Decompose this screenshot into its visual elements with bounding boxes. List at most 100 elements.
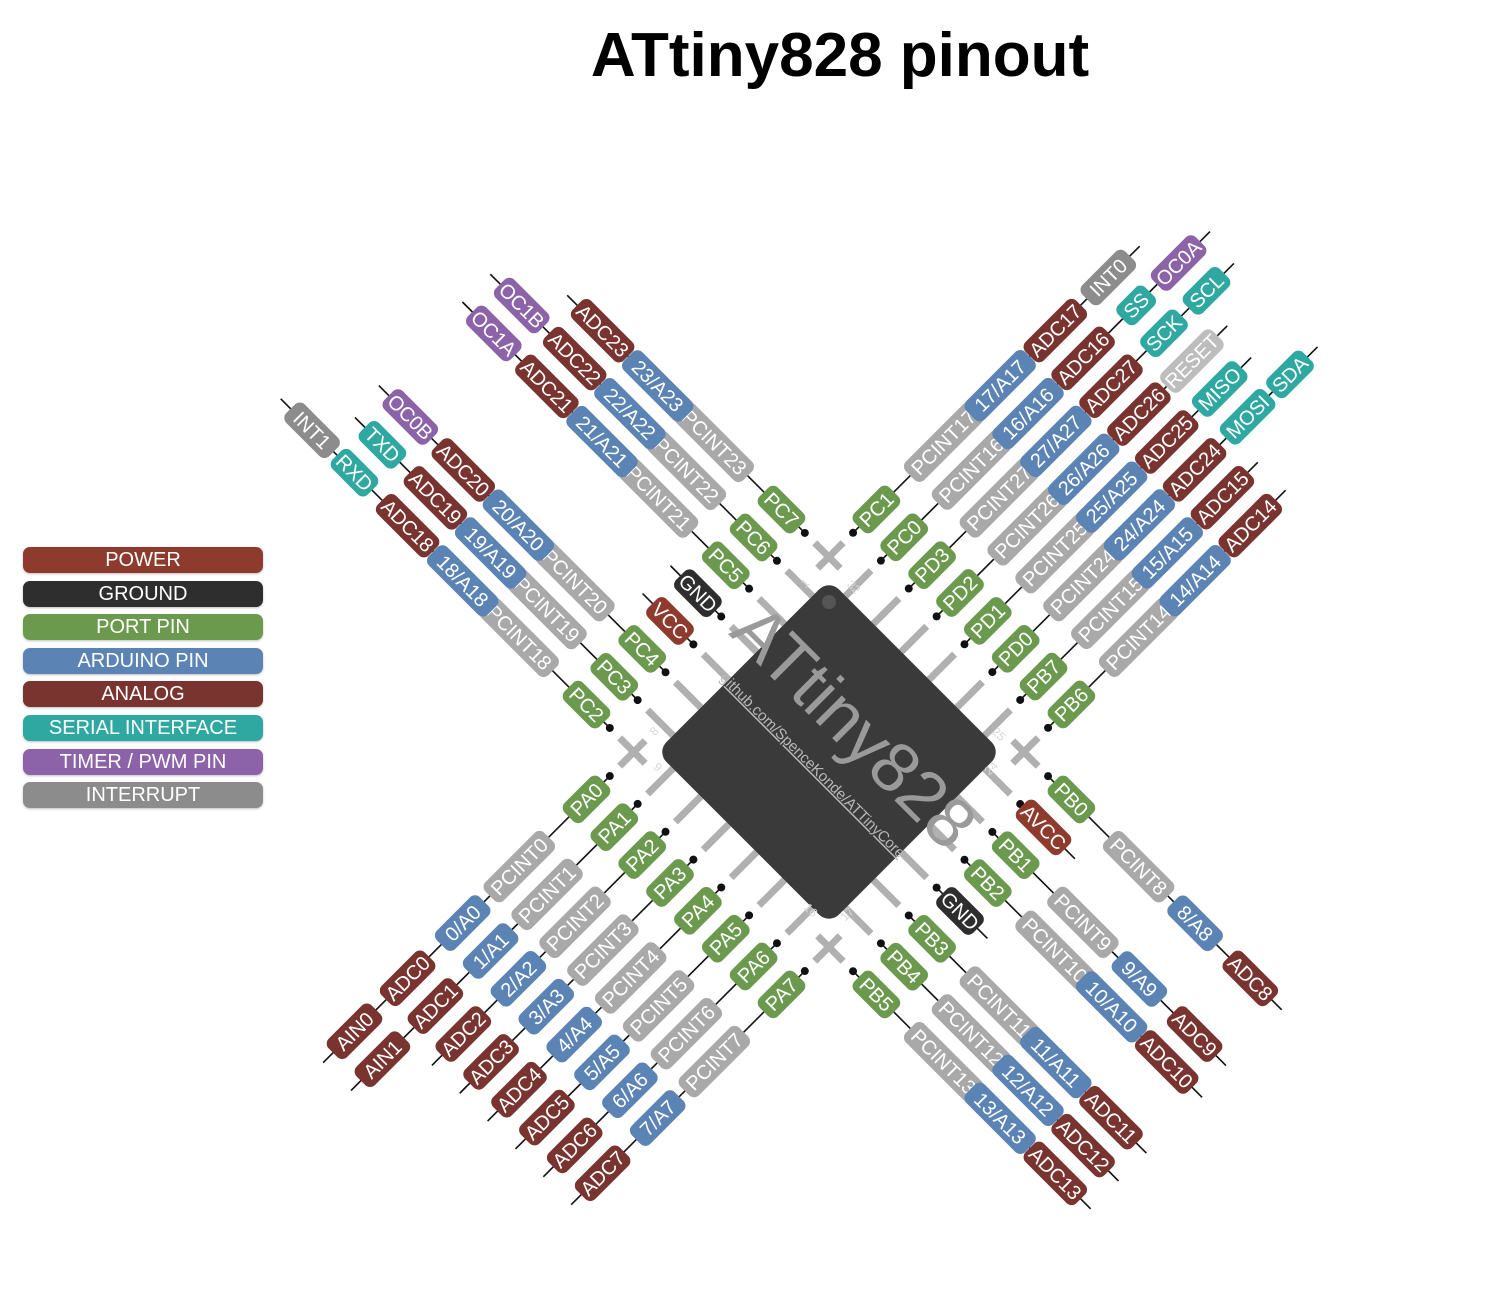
pin-dot [876, 939, 885, 948]
pin-stub [870, 595, 902, 627]
pin-label-bg [646, 597, 694, 645]
pin-label-bg [964, 349, 1036, 422]
pin-stub [870, 877, 902, 909]
pin-label-bg [964, 1082, 1036, 1155]
pin-dot [800, 967, 809, 976]
pin-label-bg [903, 1022, 984, 1102]
pin-dot [772, 556, 781, 565]
pin-dot [932, 612, 941, 621]
pin-label-bg [1191, 361, 1248, 417]
pin-label-bg [1098, 597, 1179, 677]
pin-label-pb1: PB1 [991, 831, 1040, 880]
pin-label-bg [454, 517, 527, 589]
pin-label-bg [466, 305, 522, 362]
pin-label-bg [1015, 514, 1095, 594]
pin-label-bg [992, 1054, 1064, 1127]
pin-dot [689, 640, 698, 649]
pin-label-bg [931, 430, 1012, 510]
pin-stub [926, 651, 958, 683]
pin-label-bg [602, 1062, 658, 1119]
pin-label-bg [1222, 950, 1279, 1007]
pin-label-bg [1079, 354, 1143, 419]
pin-label-bg [482, 489, 555, 561]
legend-item-arduino-pin: ARDUINO PIN [23, 647, 263, 674]
pin-label-bg [852, 970, 901, 1019]
pin-label-bg [1043, 541, 1123, 622]
pin-dot [988, 827, 997, 836]
pin-dot [849, 528, 858, 537]
chip-body [662, 585, 996, 919]
pin-label-int1: INT1 [284, 402, 340, 459]
pin-stub [672, 793, 704, 825]
pin-label-bg [650, 997, 723, 1070]
pin-label-bg [330, 448, 379, 497]
pin-label-bg [991, 624, 1040, 673]
pin-label-bg [991, 831, 1040, 880]
pin-label-bg [1166, 1006, 1223, 1062]
pin-stub [954, 679, 985, 710]
pin-label-bg [1190, 465, 1255, 530]
pin-dot [633, 799, 642, 808]
pin-label-bg [507, 569, 587, 650]
pin-label-bg [729, 942, 778, 991]
pin-dot [633, 696, 642, 705]
pin-label-bg [542, 326, 607, 391]
pin-stub [672, 679, 704, 711]
pin-dot [1044, 772, 1053, 781]
pin-stub [784, 905, 815, 936]
pin-label-bg [434, 895, 491, 951]
pin-label-bg [1107, 382, 1171, 446]
pin-label-bg [358, 420, 407, 469]
pin-dot [772, 939, 781, 948]
legend-item-power: POWER [23, 547, 263, 573]
pin-label-bg [1075, 461, 1148, 533]
pin-label-bg [963, 597, 1012, 645]
pin-label-bg [590, 803, 639, 852]
pin-label-bg [959, 966, 1039, 1046]
pin-label-bg [1075, 971, 1148, 1043]
pin-label-bg [674, 402, 754, 483]
pin-dot [605, 723, 614, 732]
pin-label-bg [1103, 489, 1176, 561]
pin-label-bg [479, 597, 559, 678]
pin-dot [745, 584, 754, 593]
pin-label-bg [1047, 433, 1120, 506]
legend-item-serial-interface: SERIAL INTERFACE [23, 714, 263, 741]
pin-dot [1044, 723, 1053, 732]
pin-label-bg [435, 1006, 492, 1062]
pin-label-bg [1079, 1085, 1143, 1150]
pin-label-bg [1023, 298, 1088, 363]
pin-stub [843, 905, 874, 936]
legend: POWER GROUND PORT PIN ARDUINO PIN ANALOG SERI… [23, 547, 263, 816]
pin-label-bg [987, 486, 1067, 566]
pin-label-bg [1019, 652, 1068, 701]
pin-label-bg [284, 402, 340, 459]
pin-label-bg [1266, 350, 1314, 399]
pin-label-bg [518, 978, 575, 1035]
pin-label-bg [1051, 1113, 1115, 1178]
pin-label-bg [880, 942, 929, 991]
pin-label-bg [570, 298, 635, 363]
pin-label-bg [1071, 569, 1151, 650]
pin-label-bg [1219, 389, 1276, 445]
pin-stub [645, 707, 676, 738]
pin-label-bg [618, 831, 667, 879]
pin-label-bg [1102, 830, 1175, 903]
pin-label-bg [1116, 285, 1157, 326]
pin-label-bg [618, 458, 699, 538]
pin-label-bg [678, 1025, 751, 1098]
pin-label-bg [729, 513, 778, 562]
pin-label-text: PCINT8 [1105, 834, 1171, 900]
pin-dot [717, 883, 726, 892]
pin-dot [904, 911, 913, 920]
pin-label-bg [511, 858, 583, 931]
pin-label-bg [567, 914, 639, 986]
pin-dot [605, 772, 614, 781]
pin-stub [898, 623, 930, 655]
pin-label-bg [880, 513, 929, 562]
pin-label-bg [1162, 438, 1227, 502]
pin-label-bg [622, 970, 695, 1042]
pin-label-bg [375, 493, 440, 558]
pin-label-bg [1020, 405, 1092, 478]
